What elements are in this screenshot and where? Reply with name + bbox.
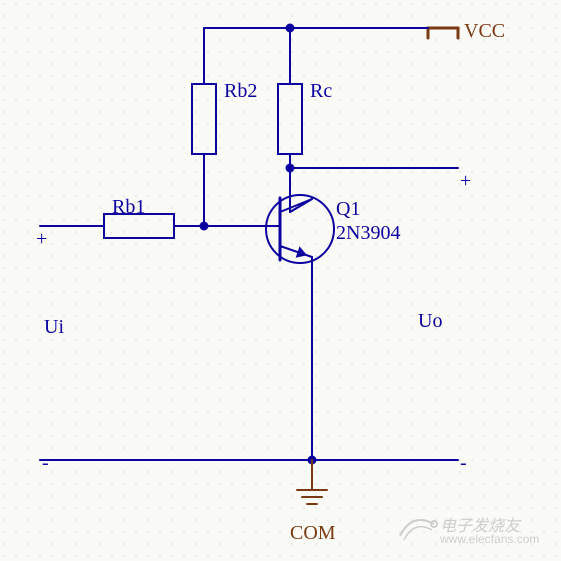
- circuit-diagram: [0, 0, 561, 561]
- minus-left: -: [42, 452, 49, 475]
- vcc-label: VCC: [464, 20, 505, 43]
- minus-right: -: [460, 452, 467, 475]
- plus-input: +: [36, 228, 47, 251]
- rb2-label: Rb2: [224, 80, 257, 103]
- watermark-url: www.elecfans.com: [440, 532, 539, 546]
- uo-label: Uo: [418, 310, 442, 333]
- ui-label: Ui: [44, 316, 64, 339]
- watermark-logo-icon: [394, 506, 444, 546]
- rb1-label: Rb1: [112, 196, 145, 219]
- rc-label: Rc: [310, 80, 332, 103]
- plus-output: +: [460, 170, 471, 193]
- com-label: COM: [290, 522, 336, 545]
- q1-label: Q1: [336, 198, 360, 221]
- q1-part-label: 2N3904: [336, 222, 400, 245]
